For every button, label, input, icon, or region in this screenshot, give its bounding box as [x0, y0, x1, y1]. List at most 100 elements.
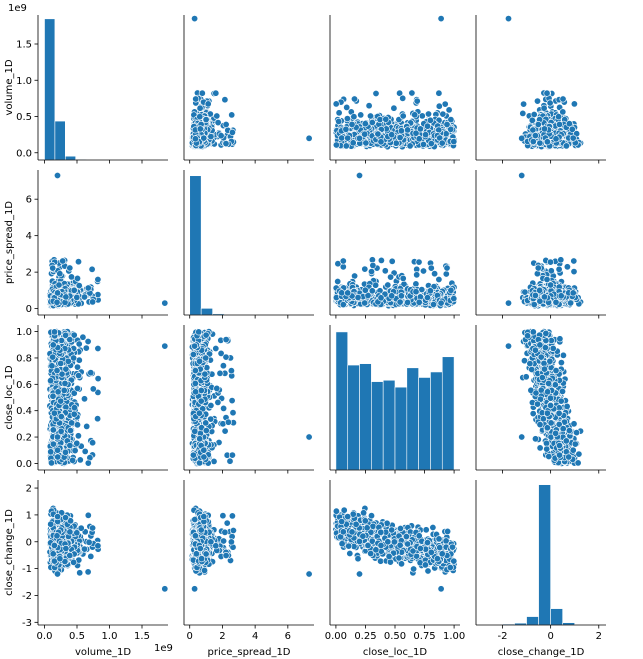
scatter-point: [368, 287, 376, 295]
scatter-point: [342, 125, 350, 133]
scatter-point: [543, 138, 551, 146]
scatter-point: [534, 121, 542, 129]
scatter-point: [338, 134, 346, 142]
scatter-point: [563, 263, 571, 271]
scatter-point: [196, 104, 204, 112]
scatter-point: [543, 89, 551, 97]
scatter-point: [350, 95, 358, 103]
scatter-point: [418, 112, 426, 120]
scatter-point: [528, 116, 536, 124]
scatter-point: [214, 119, 222, 127]
scatter-point: [213, 112, 221, 120]
scatter-point: [335, 117, 343, 125]
y-axis-label-price_spread_1D: price_spread_1D: [4, 201, 15, 284]
scatter-point: [221, 96, 229, 104]
scatter-point: [442, 270, 450, 278]
scatter-point: [568, 125, 576, 133]
panel-volume_1D-vs-close_loc_1D: [329, 15, 460, 164]
scatter-point: [411, 111, 419, 119]
scatter-point: [416, 125, 424, 133]
scatter-point: [88, 265, 96, 273]
y-tick-label: 1.0: [16, 76, 32, 87]
scatter-point: [426, 287, 434, 295]
scatter-point: [84, 284, 92, 292]
scatter-point: [431, 270, 439, 278]
scatter-point: [196, 113, 204, 121]
scatter-point: [365, 102, 373, 110]
scatter-point: [94, 275, 102, 283]
scatter-point: [435, 275, 443, 283]
scatter-point: [228, 111, 236, 119]
scatter-point: [559, 95, 567, 103]
scatter-point: [562, 142, 570, 150]
scatter-point: [536, 139, 544, 147]
scatter-point: [348, 120, 356, 128]
scatter-point: [435, 102, 443, 110]
panel-price_spread_1D-vs-close_loc_1D: [329, 170, 460, 319]
scatter-point: [519, 109, 527, 117]
scatter-point: [443, 264, 451, 272]
scatter-point: [413, 97, 421, 105]
scatter-point: [355, 172, 363, 180]
y-offset-label: 1e9: [8, 3, 27, 14]
scatter-point: [362, 139, 370, 147]
scatter-point: [369, 261, 377, 269]
scatter-point: [161, 299, 169, 307]
scatter-point: [504, 15, 512, 23]
scatter-point: [73, 293, 81, 301]
scatter-point: [437, 299, 445, 307]
scatter-point: [207, 133, 215, 141]
scatter-point: [376, 116, 384, 124]
scatter-point: [361, 299, 369, 307]
scatter-point: [540, 104, 548, 112]
scatter-point: [555, 113, 563, 121]
scatter-point: [55, 281, 63, 289]
scatter-point: [350, 113, 358, 121]
panel-volume_1D-vs-price_spread_1D: [183, 15, 314, 164]
scatter-point: [412, 288, 420, 296]
scatter-point: [191, 15, 199, 23]
scatter-point: [426, 116, 434, 124]
scatter-point: [529, 138, 537, 146]
scatter-point: [54, 289, 62, 297]
hist-bar-volume_1D-1: [54, 120, 66, 161]
scatter-point: [450, 295, 458, 303]
scatter-point: [427, 264, 435, 272]
scatter-point: [200, 134, 208, 142]
scatter-point: [397, 127, 405, 135]
scatter-point: [399, 274, 407, 282]
hist-bar-price_spread_1D-1: [200, 308, 213, 316]
y-tick-label: 4: [26, 231, 32, 242]
scatter-point: [372, 90, 380, 98]
scatter-point: [413, 271, 421, 279]
scatter-point: [540, 125, 548, 133]
y-tick-label: 1.5: [16, 40, 32, 51]
scatter-point: [332, 100, 340, 108]
scatter-point: [81, 293, 89, 301]
scatter-point: [70, 286, 78, 294]
scatter-point: [374, 130, 382, 138]
scatter-point: [445, 106, 453, 114]
scatter-point: [388, 131, 396, 139]
scatter-point: [570, 100, 578, 108]
scatter-point: [438, 139, 446, 147]
scatter-point: [202, 116, 210, 124]
scatter-point: [427, 140, 435, 148]
scatter-point: [89, 298, 97, 306]
scatter-point: [531, 132, 539, 140]
scatter-point: [518, 134, 526, 142]
scatter-point: [390, 104, 398, 112]
hist-bar-volume_1D-0: [44, 18, 56, 161]
scatter-point: [342, 142, 350, 150]
scatter-point: [361, 265, 369, 273]
scatter-point: [392, 139, 400, 147]
scatter-point: [217, 132, 225, 140]
hist-bar-price_spread_1D-0: [189, 175, 202, 316]
scatter-point: [415, 258, 423, 266]
hist-bar-volume_1D-2: [65, 155, 77, 161]
scatter-point: [404, 126, 412, 134]
scatter-point: [377, 138, 385, 146]
scatter-point: [355, 134, 363, 142]
scatter-point: [552, 135, 560, 143]
